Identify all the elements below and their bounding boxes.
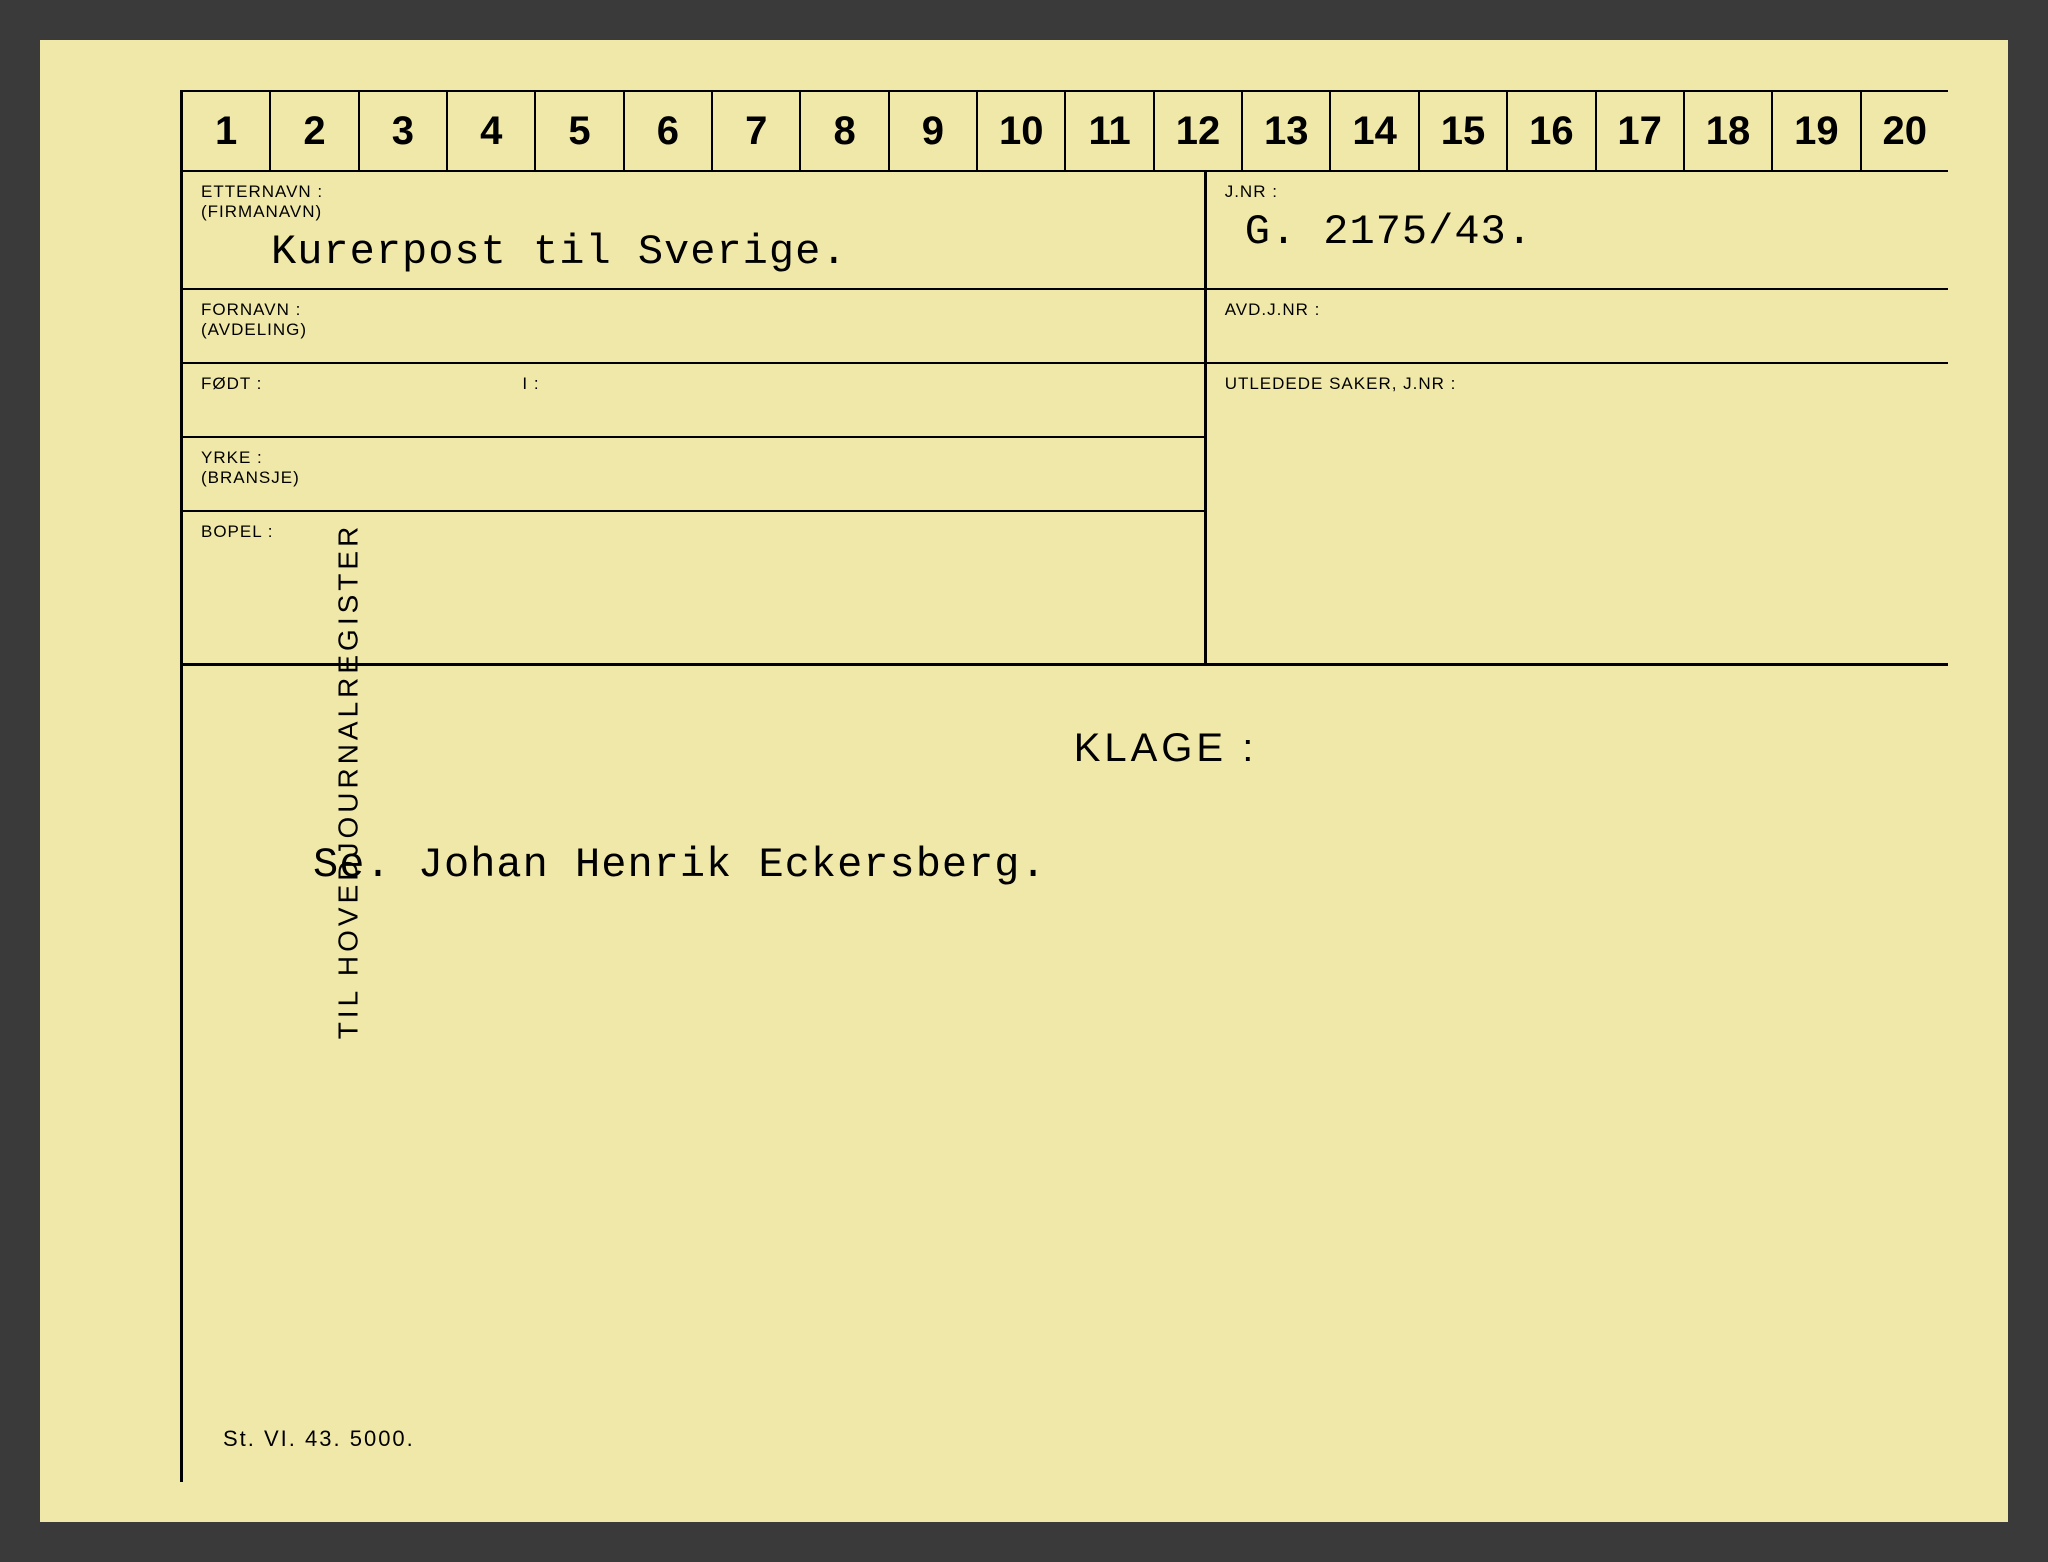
yrke-sublabel: (BRANSJE) <box>201 468 1186 488</box>
number-cell: 11 <box>1066 92 1154 170</box>
fodt-label: FØDT : <box>201 374 262 394</box>
fornavn-label: FORNAVN : <box>201 300 1186 320</box>
bopel-field: BOPEL : <box>183 512 1204 663</box>
klage-section: KLAGE : Se. Johan Henrik Eckersberg. <box>183 666 1948 889</box>
etternavn-sublabel: (FIRMANAVN) <box>201 202 1186 222</box>
left-column: ETTERNAVN : (FIRMANAVN) Kurerpost til Sv… <box>183 172 1207 663</box>
fodt-field: FØDT : I : <box>183 364 1204 438</box>
etternavn-field: ETTERNAVN : (FIRMANAVN) Kurerpost til Sv… <box>183 172 1204 290</box>
number-cell: 14 <box>1331 92 1419 170</box>
utledede-label: UTLEDEDE SAKER, J.NR : <box>1225 374 1930 394</box>
etternavn-value: Kurerpost til Sverige. <box>201 222 1186 276</box>
fornavn-field: FORNAVN : (AVDELING) <box>183 290 1204 364</box>
register-card: TIL HOVEDJOURNALREGISTER 1 2 3 4 5 6 7 8… <box>40 40 2008 1522</box>
number-cell: 13 <box>1243 92 1331 170</box>
number-cell: 18 <box>1685 92 1773 170</box>
bopel-label: BOPEL : <box>201 522 1186 542</box>
number-cell: 8 <box>801 92 889 170</box>
jnr-value: G. 2175/43. <box>1225 202 1930 256</box>
form-grid: ETTERNAVN : (FIRMANAVN) Kurerpost til Sv… <box>183 172 1948 666</box>
utledede-field: UTLEDEDE SAKER, J.NR : <box>1207 364 1948 663</box>
fornavn-sublabel: (AVDELING) <box>201 320 1186 340</box>
number-cell: 19 <box>1773 92 1861 170</box>
number-cell: 2 <box>271 92 359 170</box>
fodt-i-label: I : <box>522 374 539 394</box>
number-cell: 15 <box>1420 92 1508 170</box>
yrke-field: YRKE : (BRANSJE) <box>183 438 1204 512</box>
number-cell: 7 <box>713 92 801 170</box>
number-cell: 16 <box>1508 92 1596 170</box>
jnr-label: J.NR : <box>1225 182 1930 202</box>
yrke-label: YRKE : <box>201 448 1186 468</box>
klage-content: Se. Johan Henrik Eckersberg. <box>183 841 1948 889</box>
number-header-row: 1 2 3 4 5 6 7 8 9 10 11 12 13 14 15 16 1… <box>183 90 1948 172</box>
number-cell: 17 <box>1597 92 1685 170</box>
number-cell: 12 <box>1155 92 1243 170</box>
number-cell: 9 <box>890 92 978 170</box>
number-cell: 5 <box>536 92 624 170</box>
footer-print-code: St. VI. 43. 5000. <box>223 1426 415 1452</box>
number-cell: 3 <box>360 92 448 170</box>
avdjnr-label: AVD.J.NR : <box>1225 300 1930 320</box>
klage-heading: KLAGE : <box>183 726 1948 771</box>
number-cell: 20 <box>1862 92 1948 170</box>
jnr-field: J.NR : G. 2175/43. <box>1207 172 1948 290</box>
content-area: 1 2 3 4 5 6 7 8 9 10 11 12 13 14 15 16 1… <box>180 90 1948 1482</box>
right-column: J.NR : G. 2175/43. AVD.J.NR : UTLEDEDE S… <box>1207 172 1948 663</box>
avdjnr-field: AVD.J.NR : <box>1207 290 1948 364</box>
number-cell: 4 <box>448 92 536 170</box>
number-cell: 6 <box>625 92 713 170</box>
etternavn-label: ETTERNAVN : <box>201 182 1186 202</box>
number-cell: 1 <box>183 92 271 170</box>
number-cell: 10 <box>978 92 1066 170</box>
